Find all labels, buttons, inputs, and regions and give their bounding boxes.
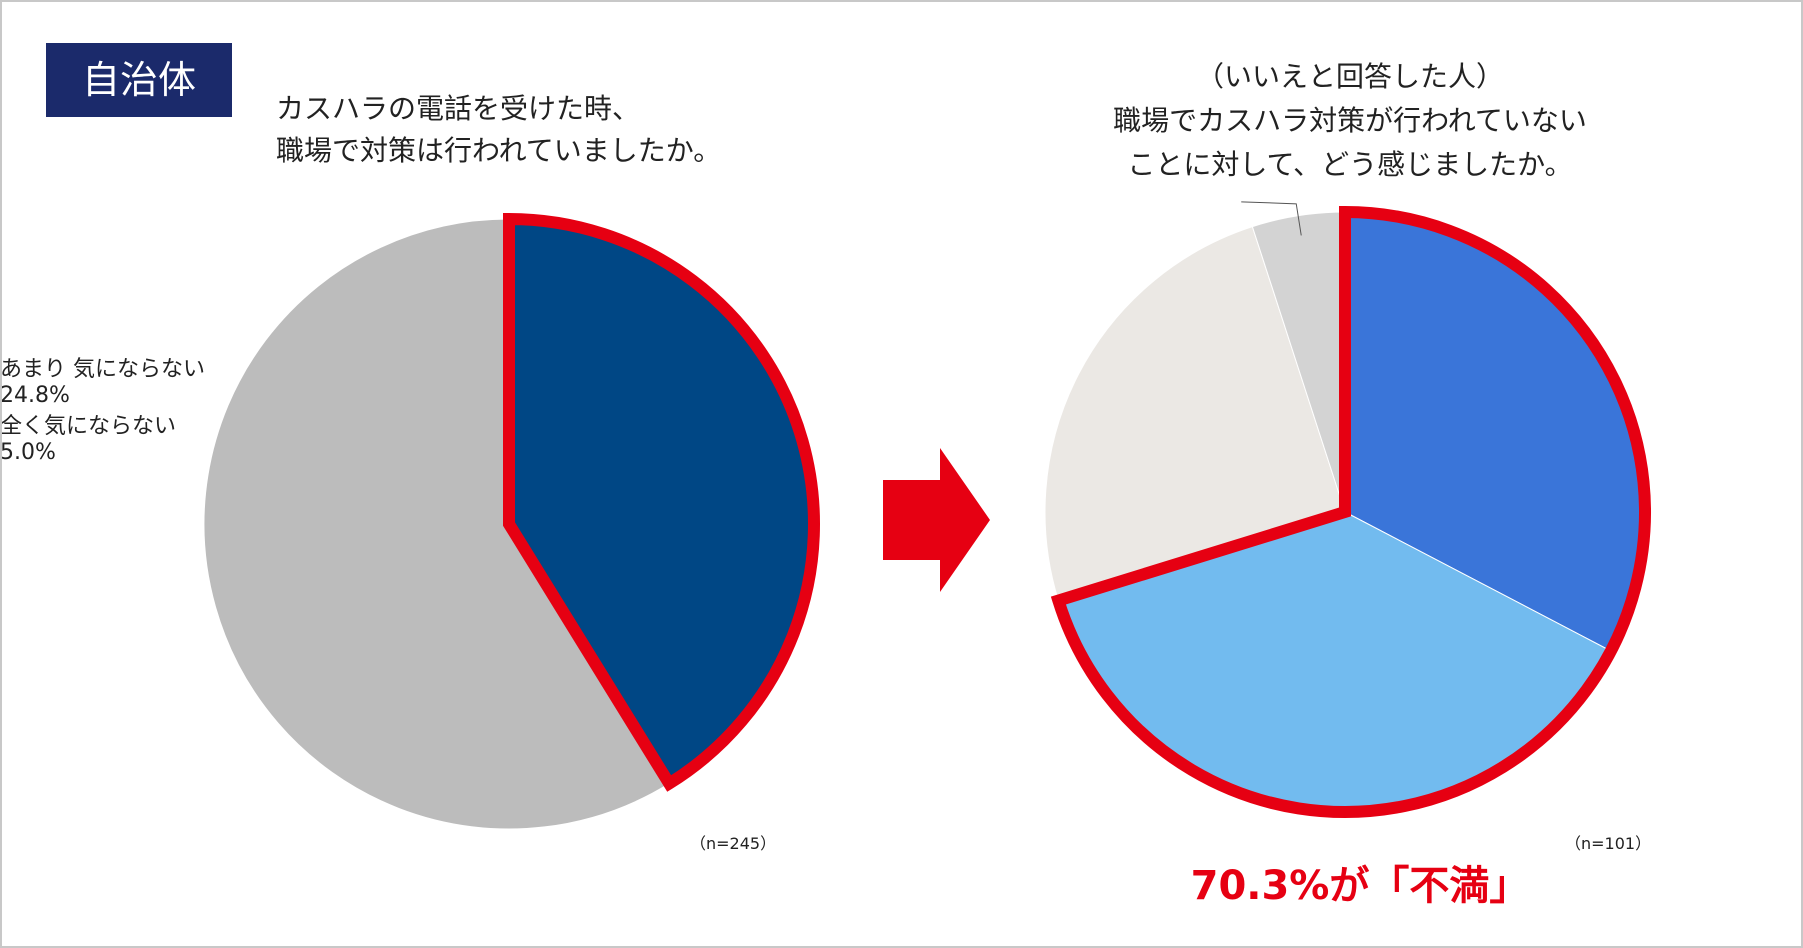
badge: 自治体 <box>81 58 196 102</box>
pie-slice <box>1044 226 1346 602</box>
chart-title: カスハラの電話を受けた時、 職場で対策は行われていましたか。 <box>276 92 722 167</box>
leader-line <box>1241 201 1302 236</box>
pie-slice <box>203 218 670 830</box>
badge-box <box>46 43 232 117</box>
category-label: やや不満 <box>0 270 136 310</box>
slice-label: あまり 気にならない 24.8% <box>0 351 1803 408</box>
category-label: いいえ <box>0 8 102 48</box>
arrow <box>883 448 990 592</box>
slice-label: 非常に不満 32.7% <box>0 173 1803 262</box>
category-label: 全く気にならない <box>0 414 177 439</box>
highlight-outline <box>1050 205 1651 818</box>
value-label: 24.8% <box>0 383 70 408</box>
summary: 70.3%が「不満」 <box>1190 863 1530 909</box>
value-label: 58.8% <box>0 135 102 173</box>
slice-label: やや不満 37.6% <box>0 262 1803 351</box>
category-label: あまり 気にならない <box>0 357 205 382</box>
value-label: 5.0% <box>0 440 56 465</box>
slice-label: 全く気にならない 5.0% <box>0 408 1803 465</box>
sample-size: （n=101） <box>1565 834 1652 853</box>
value-label: 32.7% <box>0 222 118 262</box>
value-label: 37.6% <box>0 311 118 351</box>
highlight-outline <box>503 212 820 792</box>
sample-size: （n=245） <box>690 834 777 853</box>
category-label: 非常に不満 <box>0 181 170 221</box>
chart-title: （いいえと回答した人） 職場でカスハラ対策が行われていない ことに対して、どう感… <box>1113 60 1587 181</box>
